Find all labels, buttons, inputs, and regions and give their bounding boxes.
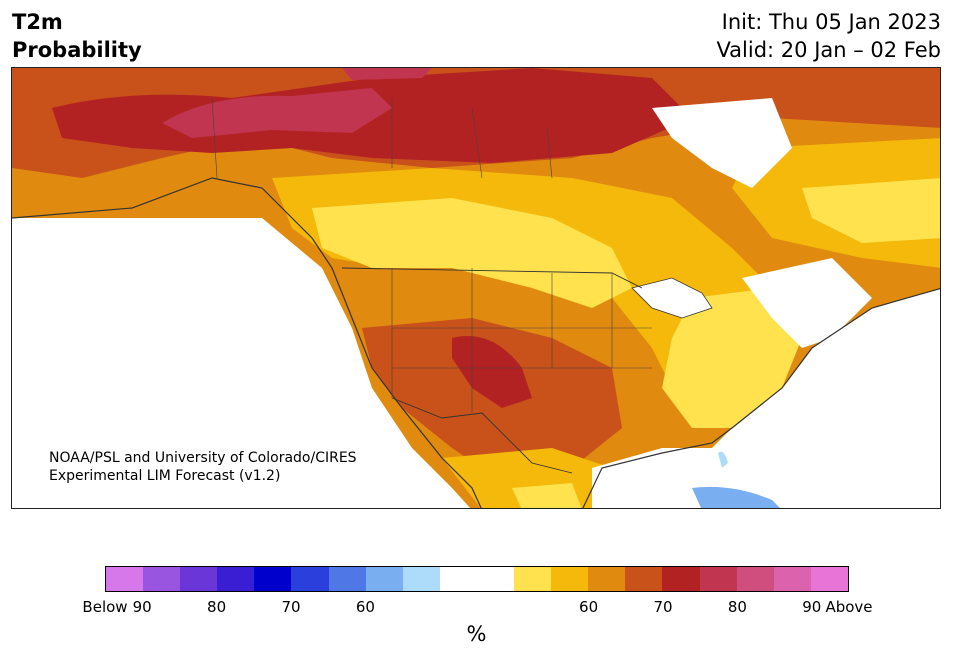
- state-borders: [391, 268, 652, 413]
- field-55-labrador: [802, 178, 940, 243]
- colorbar-ticks: Below 90 80 70 60 60 70 80 90 Above: [82, 598, 872, 620]
- colorbar-segment-above-5: [699, 567, 737, 591]
- field-55-mexico: [512, 483, 582, 508]
- colorbar-tick-label: 70: [653, 598, 673, 616]
- field-below-cuba: [692, 486, 780, 508]
- field-85-core: [162, 88, 392, 138]
- colorbar-tick-label: 80: [207, 598, 227, 616]
- colorbar-segment-above-7: [773, 567, 811, 591]
- colorbar-segment-above-2: [588, 567, 626, 591]
- atlantic-gulf: [592, 288, 940, 508]
- colorbar-segment-below-6: [328, 567, 366, 591]
- credit-line-1: NOAA/PSL and University of Colorado/CIRE…: [49, 450, 357, 466]
- colorbar-segment-below-3: [217, 567, 255, 591]
- colorbar-tick-label: 60: [579, 598, 599, 616]
- map-canvas: [12, 68, 940, 508]
- colorbar-tick-label: 90: [132, 598, 152, 616]
- colorbar-segment-below-7: [365, 567, 403, 591]
- field-below-florida: [718, 451, 728, 468]
- map-title: T2m Probability: [12, 8, 142, 64]
- colorbar-tick-label: Below: [82, 598, 128, 616]
- field-55-east: [662, 288, 802, 428]
- credit-line-2: Experimental LIM Forecast (v1.2): [49, 468, 281, 484]
- field-85-arctic: [342, 68, 432, 80]
- west-coastline: [12, 177, 482, 508]
- us-mexico-border: [391, 397, 573, 474]
- colorbar-segment-above-8: [810, 567, 848, 591]
- forecast-dates: Init: Thu 05 Jan 2023 Valid: 20 Jan – 02…: [716, 8, 941, 64]
- colorbar-tick-label: 90: [802, 598, 822, 616]
- colorbar-segment-above-0: [514, 567, 552, 591]
- map-credit: NOAA/PSL and University of Colorado/CIRE…: [49, 449, 357, 485]
- colorbar-segment-below-4: [254, 567, 292, 591]
- colorbar-tick-label: 60: [355, 598, 375, 616]
- colorbar-segment-neutral: [439, 567, 515, 591]
- valid-range: Valid: 20 Jan – 02 Feb: [716, 38, 941, 62]
- colorbar-segment-above-3: [625, 567, 663, 591]
- init-date: Init: Thu 05 Jan 2023: [721, 10, 941, 34]
- field-neutral-northeast: [742, 258, 872, 348]
- colorbar-segment-above-1: [551, 567, 589, 591]
- colorbar-tick-label: 80: [727, 598, 747, 616]
- pacific-ocean: [12, 218, 471, 508]
- hudson-bay: [652, 98, 792, 188]
- colorbar-segment-below-0: [106, 567, 144, 591]
- colorbar-segment-below-5: [291, 567, 329, 591]
- title-type: Probability: [12, 38, 142, 62]
- colorbar-tick-label: Above: [825, 598, 873, 616]
- province-borders: [211, 97, 553, 179]
- field-75-southwest: [362, 318, 622, 488]
- great-lakes: [631, 277, 713, 319]
- colorbar-unit: %: [466, 622, 487, 646]
- title-variable: T2m: [12, 10, 63, 34]
- colorbar-segment-above-6: [736, 567, 774, 591]
- colorbar-segment-below-1: [143, 567, 181, 591]
- colorbar-segment-below-2: [180, 567, 218, 591]
- probability-map: [11, 67, 941, 509]
- colorbar-segment-above-4: [662, 567, 700, 591]
- east-coastline: [582, 287, 940, 508]
- colorbar-tick-label: 70: [281, 598, 301, 616]
- colorbar-legend: [105, 566, 849, 592]
- colorbar-segment-below-8: [402, 567, 440, 591]
